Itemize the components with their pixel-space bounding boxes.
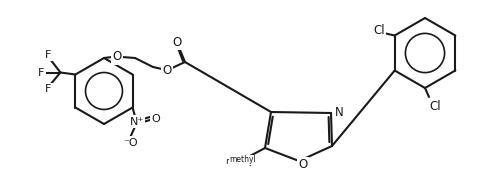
- Text: N⁺: N⁺: [129, 116, 144, 126]
- Text: O: O: [299, 159, 308, 171]
- Text: N: N: [335, 106, 343, 119]
- Text: F: F: [45, 50, 52, 60]
- Text: O: O: [162, 64, 172, 77]
- Text: F: F: [38, 67, 45, 77]
- Text: Cl: Cl: [429, 101, 441, 114]
- Text: methyl: methyl: [230, 156, 256, 164]
- Text: F: F: [45, 84, 52, 94]
- Text: methyl: methyl: [225, 156, 257, 166]
- Text: O: O: [151, 114, 160, 123]
- Text: ⁻O: ⁻O: [124, 138, 138, 147]
- Text: O: O: [173, 36, 182, 49]
- Text: O: O: [113, 50, 122, 64]
- Text: Cl: Cl: [373, 24, 384, 37]
